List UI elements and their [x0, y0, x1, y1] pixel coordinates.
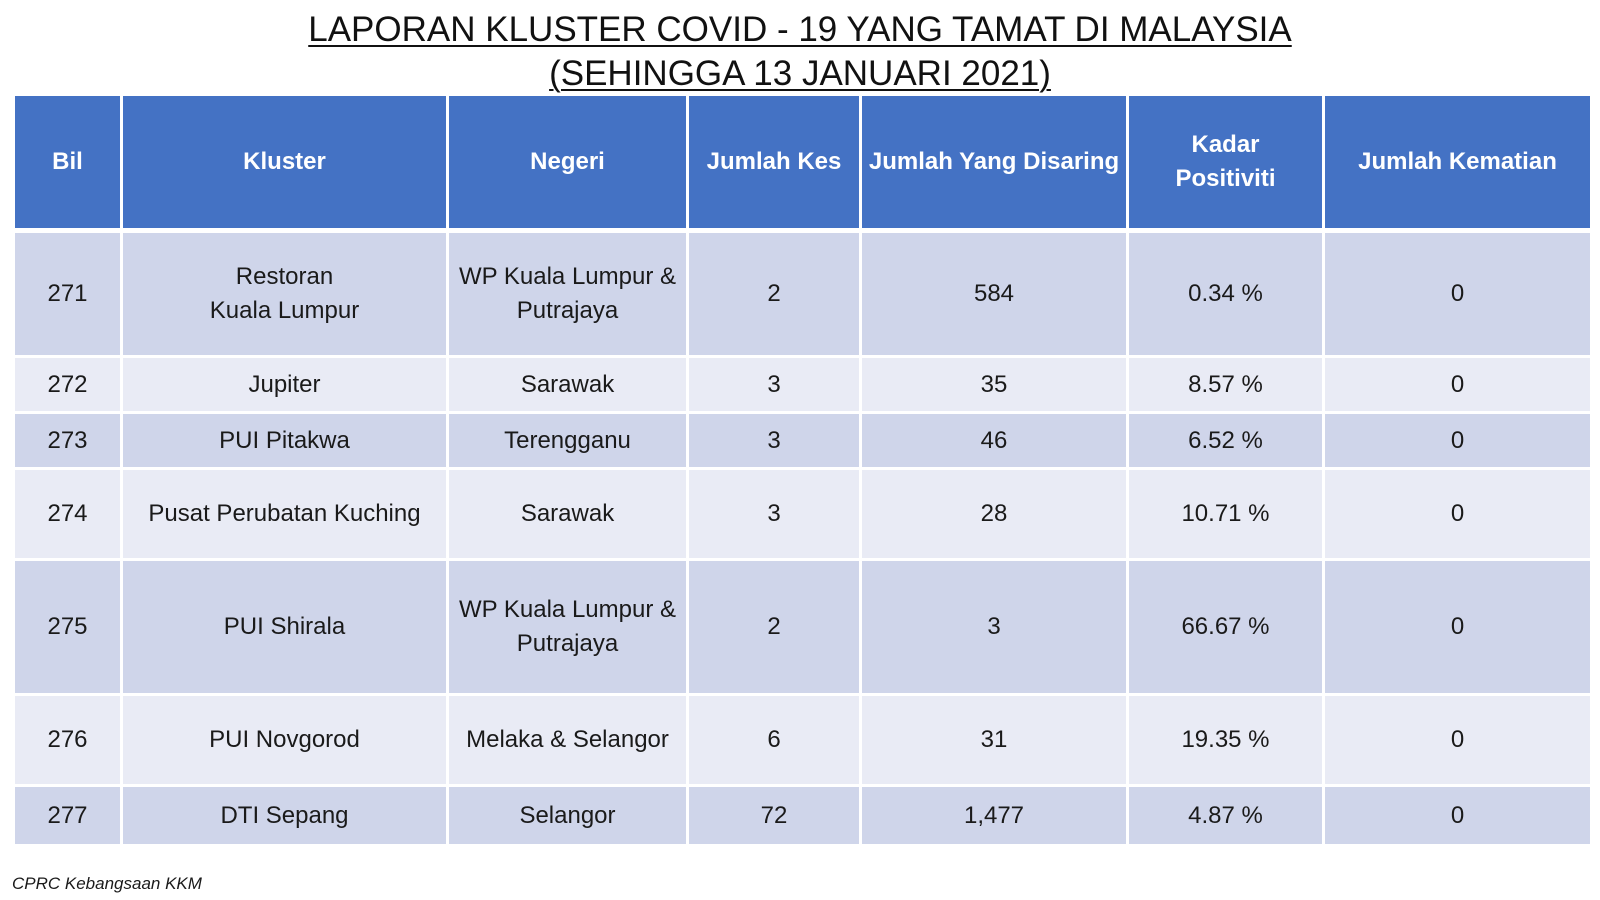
cell-jumlah-kematian: 0: [1325, 233, 1590, 358]
cell-jumlah-kematian: 0: [1325, 561, 1590, 696]
cell-kadar-positiviti: 8.57 %: [1129, 358, 1325, 414]
cell-bil: 276: [15, 696, 123, 787]
column-header-jumlah-disaring: Jumlah Yang Disaring: [862, 96, 1129, 233]
title-line-2: (SEHINGGA 13 JANUARI 2021): [549, 54, 1051, 93]
cell-bil: 274: [15, 470, 123, 561]
table-row: 273 PUI Pitakwa Terengganu 3 46 6.52 % 0: [15, 414, 1590, 470]
cell-jumlah-kes: 2: [689, 233, 862, 358]
table-row: 275 PUI Shirala WP Kuala Lumpur & Putraj…: [15, 561, 1590, 696]
cell-kluster: PUI Shirala: [123, 561, 449, 696]
column-header-kadar-line-2: Positiviti: [1175, 165, 1276, 192]
table-row: 271 Restoran Kuala Lumpur WP Kuala Lumpu…: [15, 233, 1590, 358]
cell-jumlah-disaring: 1,477: [862, 787, 1129, 847]
cell-kadar-positiviti: 6.52 %: [1129, 414, 1325, 470]
cell-negeri: Sarawak: [449, 470, 689, 561]
cell-kadar-positiviti: 66.67 %: [1129, 561, 1325, 696]
column-header-kadar-line-1: Kadar: [1191, 131, 1260, 158]
cell-jumlah-disaring: 35: [862, 358, 1129, 414]
cell-bil: 277: [15, 787, 123, 847]
cell-kadar-positiviti: 10.71 %: [1129, 470, 1325, 561]
cell-negeri-line-1: WP Kuala Lumpur &: [459, 263, 676, 290]
cell-jumlah-kematian: 0: [1325, 470, 1590, 561]
page-title: LAPORAN KLUSTER COVID - 19 YANG TAMAT DI…: [0, 8, 1600, 96]
cell-negeri-line-2: Putrajaya: [516, 297, 619, 324]
cell-jumlah-kes: 72: [689, 787, 862, 847]
cell-jumlah-disaring: 28: [862, 470, 1129, 561]
table-row: 276 PUI Novgorod Melaka & Selangor 6 31 …: [15, 696, 1590, 787]
column-header-kadar-positiviti: Kadar Positiviti: [1129, 96, 1325, 233]
cluster-report-table: Bil Kluster Negeri Jumlah Kes Jumlah Yan…: [15, 96, 1590, 847]
cell-jumlah-kes: 6: [689, 696, 862, 787]
cell-kluster: PUI Pitakwa: [123, 414, 449, 470]
cell-kadar-positiviti: 4.87 %: [1129, 787, 1325, 847]
cell-jumlah-kematian: 0: [1325, 787, 1590, 847]
cell-kluster: Pusat Perubatan Kuching: [123, 470, 449, 561]
cell-bil: 271: [15, 233, 123, 358]
cell-jumlah-kes: 2: [689, 561, 862, 696]
cell-negeri: WP Kuala Lumpur & Putrajaya: [449, 561, 689, 696]
cell-kluster-line-1: Restoran: [235, 263, 334, 290]
cell-kadar-positiviti: 0.34 %: [1129, 233, 1325, 358]
table-row: 272 Jupiter Sarawak 3 35 8.57 % 0: [15, 358, 1590, 414]
cell-negeri: Sarawak: [449, 358, 689, 414]
cell-negeri-line-1: WP Kuala Lumpur &: [459, 596, 676, 623]
table-row: 274 Pusat Perubatan Kuching Sarawak 3 28…: [15, 470, 1590, 561]
table-row: 277 DTI Sepang Selangor 72 1,477 4.87 % …: [15, 787, 1590, 847]
cell-jumlah-kematian: 0: [1325, 696, 1590, 787]
cell-bil: 273: [15, 414, 123, 470]
cell-negeri-line-2: Putrajaya: [516, 630, 619, 657]
cell-kluster: Jupiter: [123, 358, 449, 414]
cell-bil: 272: [15, 358, 123, 414]
cell-kluster: DTI Sepang: [123, 787, 449, 847]
column-header-kluster: Kluster: [123, 96, 449, 233]
cell-kadar-positiviti: 19.35 %: [1129, 696, 1325, 787]
cell-negeri: Melaka & Selangor: [449, 696, 689, 787]
source-footnote: CPRC Kebangsaan KKM: [12, 874, 202, 893]
title-line-1: LAPORAN KLUSTER COVID - 19 YANG TAMAT DI…: [308, 10, 1292, 49]
cell-jumlah-kes: 3: [689, 358, 862, 414]
column-header-bil: Bil: [15, 96, 123, 233]
column-header-negeri: Negeri: [449, 96, 689, 233]
column-header-jumlah-kes: Jumlah Kes: [689, 96, 862, 233]
cell-jumlah-disaring: 46: [862, 414, 1129, 470]
cell-negeri: Selangor: [449, 787, 689, 847]
cell-jumlah-kes: 3: [689, 470, 862, 561]
cell-jumlah-kes: 3: [689, 414, 862, 470]
cell-jumlah-kematian: 0: [1325, 414, 1590, 470]
cell-jumlah-kematian: 0: [1325, 358, 1590, 414]
cell-kluster-line-2: Kuala Lumpur: [209, 297, 360, 324]
cell-bil: 275: [15, 561, 123, 696]
cell-jumlah-disaring: 3: [862, 561, 1129, 696]
cell-kluster: Restoran Kuala Lumpur: [123, 233, 449, 358]
cell-kluster: PUI Novgorod: [123, 696, 449, 787]
cell-jumlah-disaring: 584: [862, 233, 1129, 358]
cell-jumlah-disaring: 31: [862, 696, 1129, 787]
cell-negeri: WP Kuala Lumpur & Putrajaya: [449, 233, 689, 358]
cell-negeri: Terengganu: [449, 414, 689, 470]
column-header-jumlah-kematian: Jumlah Kematian: [1325, 96, 1590, 233]
table-header-row: Bil Kluster Negeri Jumlah Kes Jumlah Yan…: [15, 96, 1590, 233]
